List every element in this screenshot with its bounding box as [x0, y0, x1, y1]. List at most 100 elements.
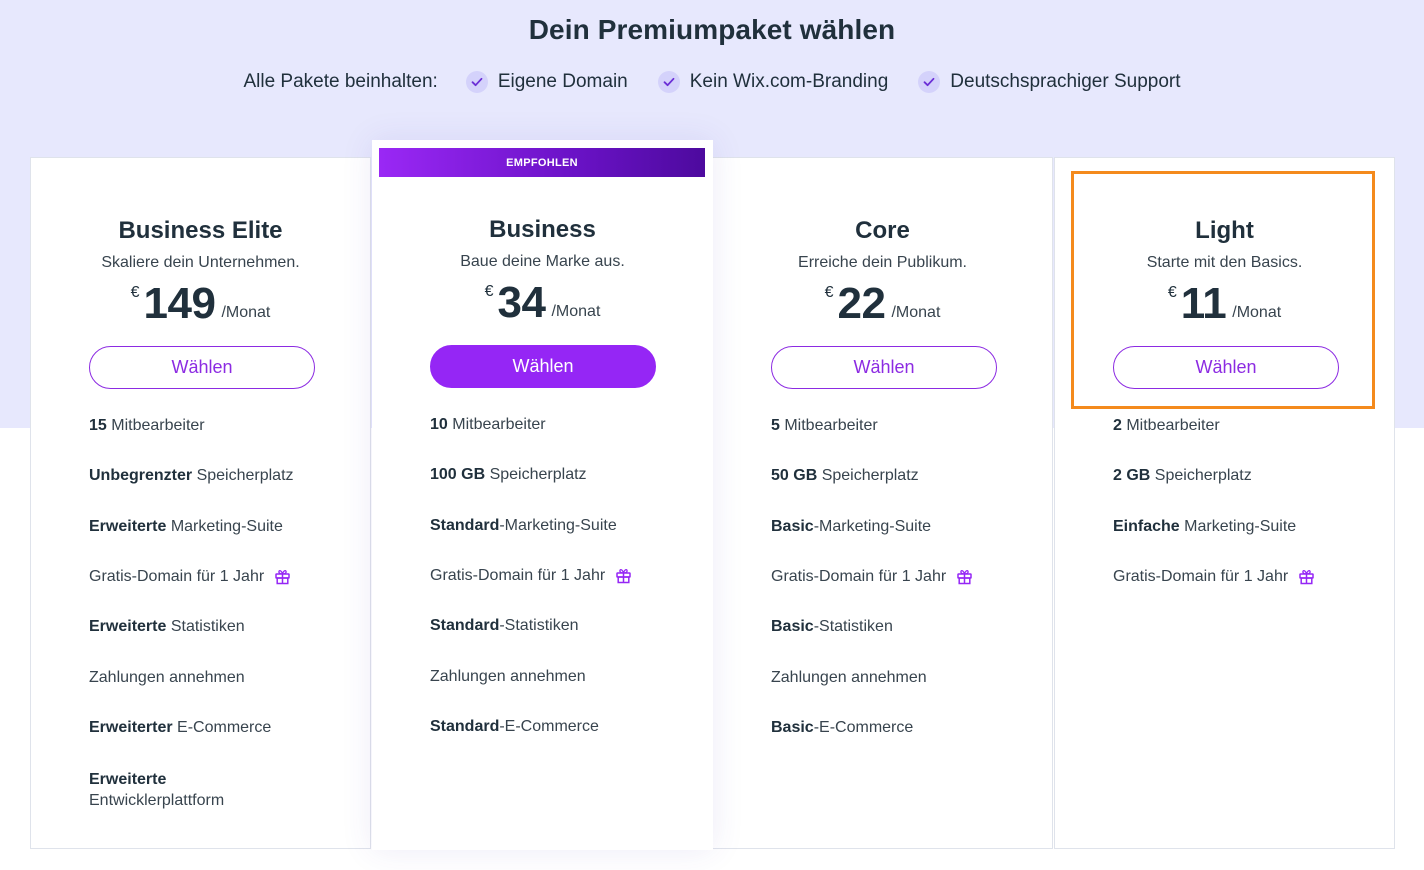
gift-icon	[1298, 568, 1315, 585]
feature-item: Zahlungen annehmen	[430, 668, 586, 686]
feature-text: Statistiken	[166, 618, 245, 636]
choose-business-button[interactable]: Wählen	[430, 345, 656, 388]
feature-highlight: Erweiterte	[89, 517, 167, 535]
plan-card-business-elite: Business Elite Skaliere dein Unternehmen.…	[30, 157, 371, 849]
feature-item: 2 Mitbearbeiter	[1113, 417, 1220, 435]
plan-card-light: Light Starte mit den Basics. €11/Monat Wähl…	[1054, 157, 1395, 849]
feature-highlight: 2 GB	[1113, 467, 1151, 485]
feature-item: Basic -Statistiken	[771, 618, 893, 636]
feature-item: 100 GB Speicherplatz	[430, 466, 587, 484]
feature-text: E-Commerce	[172, 718, 272, 736]
included-feature: Kein Wix.com-Branding	[657, 71, 889, 93]
feature-text: -E-Commerce	[813, 718, 914, 736]
feature-highlight: Basic	[771, 718, 814, 736]
feature-item: Basic -Marketing-Suite	[771, 518, 931, 536]
plan-name: Business Elite	[118, 217, 283, 244]
feature-text: -Statistiken	[499, 617, 579, 635]
feature-item: Gratis-Domain für 1 Jahr	[89, 568, 291, 586]
price: €22/Monat	[713, 282, 1052, 326]
feature-item: 15 Mitbearbeiter	[89, 417, 205, 435]
price-amount: 149	[143, 279, 216, 328]
feature-text: -Marketing-Suite	[813, 517, 932, 535]
feature-item: Erweiterte Marketing-Suite	[89, 518, 283, 536]
gift-icon	[615, 567, 632, 584]
price: €34/Monat	[372, 281, 713, 325]
currency-symbol: €	[484, 283, 494, 300]
feature-text: -Statistiken	[813, 618, 893, 636]
feature-highlight: 5	[771, 417, 780, 434]
gift-icon	[956, 568, 973, 585]
included-feature: Eigene Domain	[465, 71, 628, 93]
price-amount: 11	[1180, 279, 1227, 328]
plan-name: Core	[855, 217, 910, 244]
feature-text: Mitbearbeiter	[447, 416, 546, 433]
feature-highlight: 15	[89, 417, 107, 434]
feature-item: 10 Mitbearbeiter	[430, 416, 546, 434]
feature-item: Unbegrenzter Speicherplatz	[89, 467, 294, 485]
feature-text: Gratis-Domain für 1 Jahr	[771, 567, 947, 585]
feature-item: 2 GB Speicherplatz	[1113, 467, 1252, 485]
feature-highlight: Standard	[430, 717, 500, 735]
feature-text: Speicherplatz	[1150, 467, 1252, 485]
feature-text: -Marketing-Suite	[499, 516, 617, 534]
feature-highlight: 50 GB	[771, 467, 818, 485]
feature-item: Standard -E-Commerce	[430, 718, 599, 736]
gift-icon	[274, 568, 291, 585]
plan-tagline: Starte mit den Basics.	[1146, 254, 1303, 271]
feature-text: Mitbearbeiter	[779, 417, 878, 434]
price-period: /Monat	[891, 304, 941, 321]
feature-item: Erweiterte Statistiken	[89, 618, 245, 636]
feature-item: Erweiterter E-Commerce	[89, 719, 271, 737]
feature-text: Marketing-Suite	[1179, 517, 1297, 535]
feature-highlight: 2	[1113, 417, 1122, 434]
plan-tagline: Erreiche dein Publikum.	[798, 254, 967, 271]
feature-item: Gratis-Domain für 1 Jahr	[1113, 568, 1315, 586]
currency-symbol: €	[1167, 284, 1177, 301]
choose-light-button[interactable]: Wählen	[1113, 346, 1339, 389]
plan-card-business: EMPFOHLEN Business Baue deine Marke aus. €…	[372, 140, 713, 850]
currency-symbol: €	[824, 284, 834, 301]
plan-name: Light	[1195, 217, 1254, 244]
feature-text: Speicherplatz	[817, 467, 919, 485]
feature-text: Gratis-Domain für 1 Jahr	[89, 567, 265, 585]
feature-text: Zahlungen annehmen	[89, 668, 245, 686]
plan-card-core: Core Erreiche dein Publikum. €22/Monat Wähl…	[712, 157, 1053, 849]
choose-business-elite-button[interactable]: Wählen	[89, 346, 315, 389]
feature-item: Zahlungen annehmen	[771, 669, 927, 687]
feature-highlight: Einfache	[1113, 517, 1180, 535]
feature-text: Speicherplatz	[485, 466, 587, 484]
included-feature-label: Kein Wix.com-Branding	[689, 71, 889, 92]
feature-text: Zahlungen annehmen	[430, 667, 586, 685]
feature-text: Mitbearbeiter	[106, 417, 205, 434]
page-title: Dein Premiumpaket wählen	[528, 14, 896, 45]
check-icon	[918, 71, 941, 93]
check-icon	[657, 71, 680, 93]
plan-tagline: Skaliere dein Unternehmen.	[101, 254, 300, 271]
feature-highlight: Standard	[430, 516, 500, 534]
price-period: /Monat	[221, 304, 271, 321]
feature-item: 5 Mitbearbeiter	[771, 417, 878, 435]
price-period: /Monat	[1232, 304, 1282, 321]
feature-text: Mitbearbeiter	[1121, 417, 1220, 434]
feature-item: Standard -Statistiken	[430, 617, 578, 635]
feature-item: 50 GB Speicherplatz	[771, 467, 919, 485]
included-feature-label: Deutschsprachiger Support	[950, 71, 1181, 92]
feature-item: Erweiterte Entwicklerplattform	[89, 769, 224, 811]
feature-item: Gratis-Domain für 1 Jahr	[430, 567, 632, 585]
check-icon	[465, 71, 488, 93]
choose-core-button[interactable]: Wählen	[771, 346, 997, 389]
feature-item: Standard -Marketing-Suite	[430, 517, 617, 535]
price-period: /Monat	[551, 303, 601, 320]
price-amount: 22	[837, 279, 886, 328]
included-features-bar: Alle Pakete beinhalten: Eigene Domain Ke…	[0, 71, 1424, 93]
feature-text: Gratis-Domain für 1 Jahr	[430, 566, 606, 584]
price-amount: 34	[497, 278, 546, 327]
feature-text: Zahlungen annehmen	[771, 668, 927, 686]
feature-highlight: Erweiterte	[89, 618, 167, 636]
feature-text: Marketing-Suite	[166, 517, 283, 535]
feature-highlight: Unbegrenzter	[89, 467, 193, 485]
includes-label: Alle Pakete beinhalten:	[243, 71, 438, 92]
feature-highlight: Basic	[771, 618, 814, 636]
included-feature: Deutschsprachiger Support	[918, 71, 1181, 93]
price: €149/Monat	[31, 282, 370, 326]
